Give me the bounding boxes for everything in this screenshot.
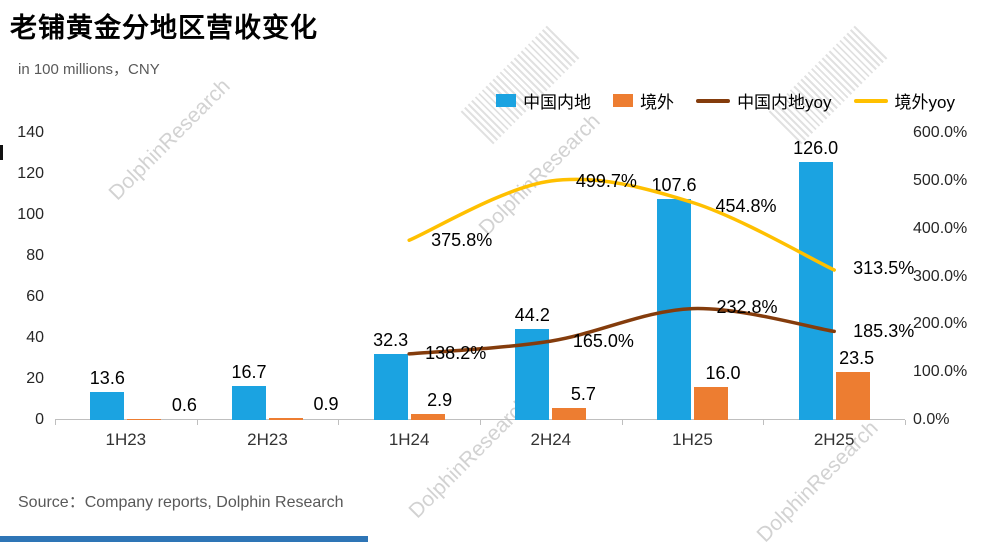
left-axis-tick-label: 120 [17,165,44,182]
bar-value-label: 126.0 [793,137,839,158]
left-axis-tick-label: 60 [26,288,44,305]
right-axis-tick-label: 0.0% [913,411,950,428]
right-axis-tick-label: 200.0% [913,315,968,333]
left-axis-tick-label: 20 [26,370,44,387]
bar-value-label: 16.7 [231,361,267,382]
x-axis-line [55,419,905,420]
bar-value-label: 5.7 [570,384,596,405]
left-axis-tick-label: 40 [26,329,44,346]
bar-value-label: 0.9 [313,394,339,415]
bar-value-label: 0.6 [171,394,197,415]
legend-item: 境外yoy [853,88,955,113]
bar [373,353,408,420]
line-path [407,177,836,272]
line-value-label: 454.8% [715,196,777,217]
bar-value-label: 13.6 [89,368,125,389]
legend-label: 境外 [640,93,675,112]
legend-bar-swatch [496,94,517,107]
x-axis-tick-mark [621,420,623,425]
line-value-label: 232.8% [716,296,778,317]
bar [410,414,445,420]
left-axis-tick-label: 100 [17,206,44,223]
footer-accent-bar [0,536,368,542]
legend-label: 中国内地yoy [737,93,832,112]
line-value-label: 375.8% [431,230,493,251]
right-axis-tick-label: 400.0% [913,219,968,237]
line-value-label: 138.2% [425,342,487,363]
bar-value-label: 23.5 [839,347,875,368]
bar-value-label: 44.2 [514,305,550,326]
page-title: 老铺黄金分地区营收变化 [10,13,318,43]
bar-value-label: 32.3 [373,329,409,350]
right-axis-tick-label: 300.0% [913,267,968,285]
legend-line-swatch [696,98,731,103]
legend-item: 境外 [613,88,674,113]
bar [694,387,728,420]
category-label: 2H23 [247,430,288,449]
legend-label: 中国内地 [523,93,592,112]
chart-legend: 中国内地 境外 中国内地yoy 境外yoy [496,88,955,113]
x-axis-tick-mark [196,420,198,425]
left-axis-tick-label: 0 [35,411,44,428]
bar [232,385,266,420]
right-axis-tick-label: 500.0% [913,171,968,189]
bar-value-label: 2.9 [427,390,453,411]
left-axis-tick-label: 140 [17,124,44,141]
x-axis-tick-mark [338,420,340,425]
line-value-label: 185.3% [853,321,915,342]
bar [657,199,691,420]
legend-label: 境外yoy [894,93,955,112]
x-axis-tick-mark [763,420,765,425]
line-value-label: 165.0% [572,331,634,352]
line-value-label: 499.7% [575,170,637,191]
line-value-label: 313.5% [853,258,915,279]
bar-value-label: 107.6 [651,175,697,196]
bar [835,371,870,420]
right-axis-tick-label: 100.0% [913,363,968,381]
category-label: 1H23 [105,430,147,449]
bar [798,161,833,420]
x-axis-tick-mark [480,420,481,425]
legend-item: 中国内地yoy [696,88,832,113]
clipped-edge-mark [0,145,3,160]
x-axis-tick-mark [55,420,56,425]
bar [515,329,550,420]
category-label: 2H24 [530,430,572,449]
legend-line-swatch [853,98,888,103]
category-label: 2H25 [813,430,855,449]
x-axis-tick-mark [905,420,906,425]
source-note: Source：Company reports, Dolphin Research [18,494,344,511]
left-axis-tick-label: 80 [26,247,44,264]
bar [269,418,303,420]
bar-value-label: 16.0 [705,363,741,384]
legend-item: 中国内地 [496,88,591,113]
bar [90,392,125,420]
bar [127,418,162,420]
legend-bar-swatch [613,94,634,107]
category-label: 1H24 [388,430,430,449]
right-axis-tick-label: 600.0% [913,124,968,141]
bar [552,408,587,420]
chart-subtitle: in 100 millions，CNY [18,61,160,78]
category-label: 1H25 [672,430,713,449]
